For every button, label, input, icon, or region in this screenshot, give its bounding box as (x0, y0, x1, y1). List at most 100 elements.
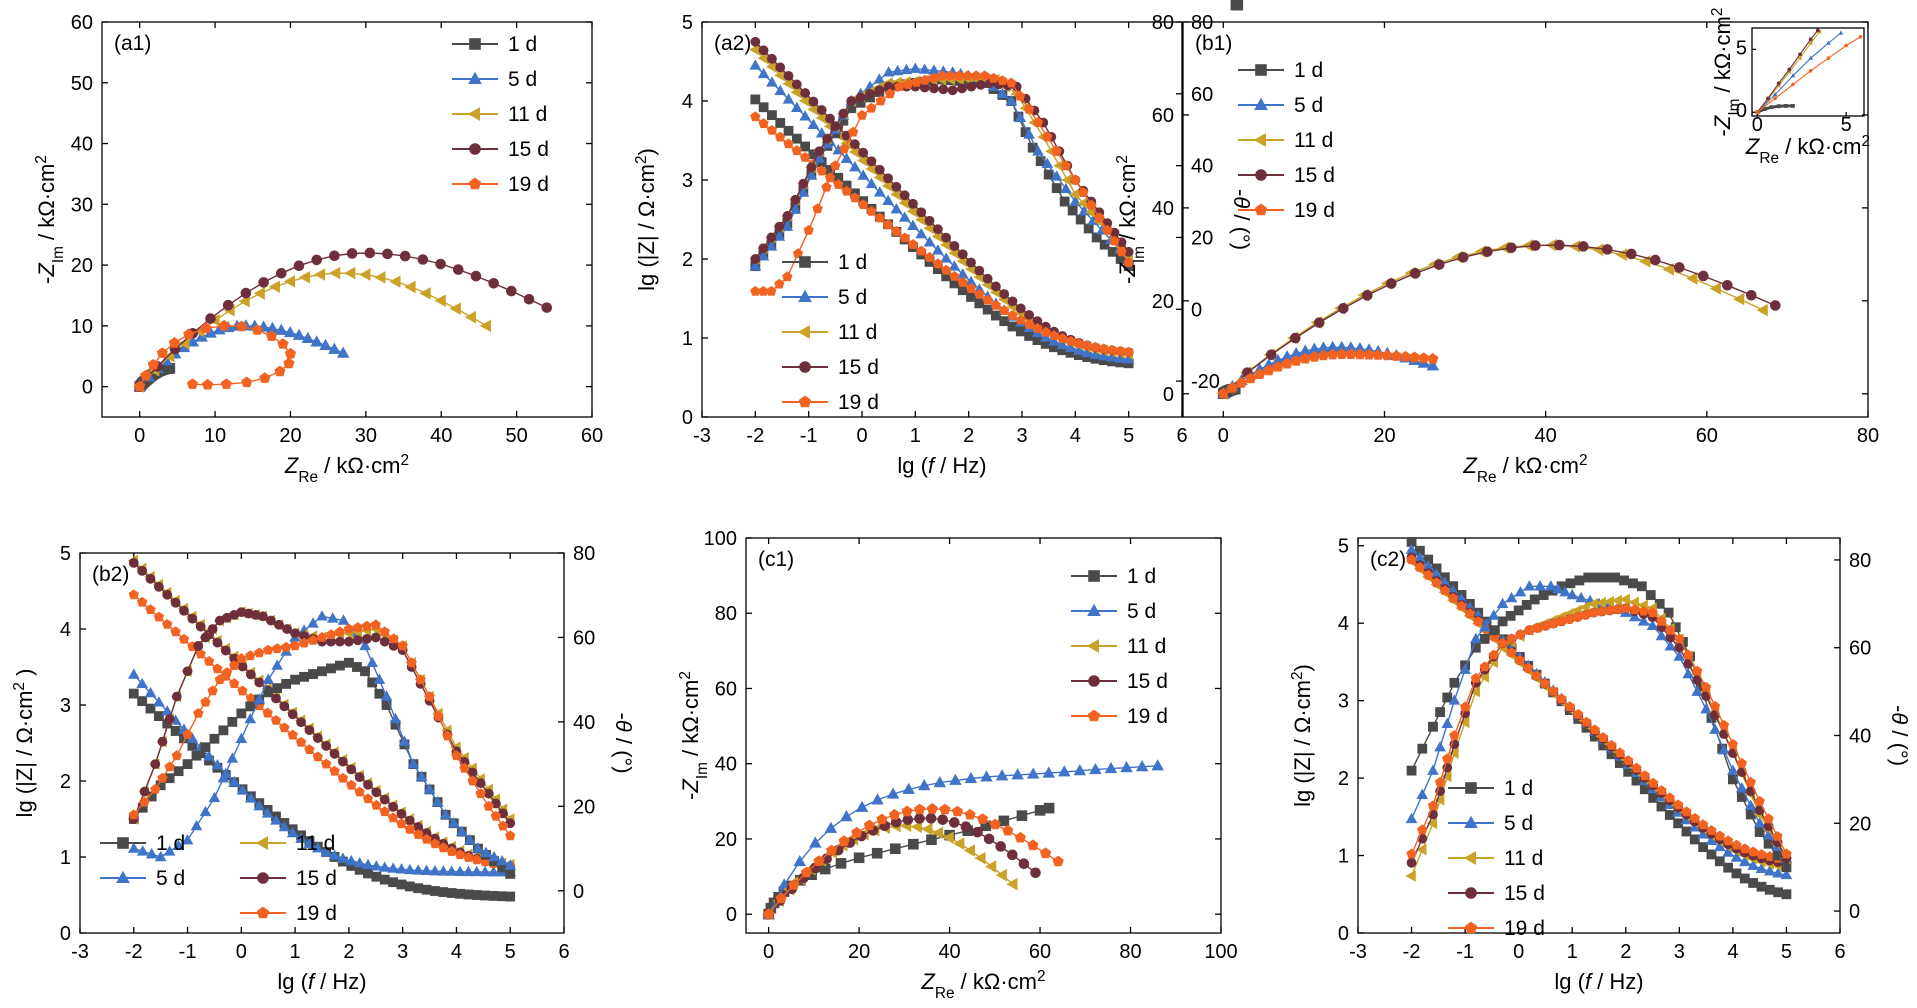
x-tick-label: -2 (125, 941, 143, 963)
data-point (136, 677, 148, 689)
data-point (1011, 768, 1024, 780)
panel-label: (b1) (1195, 32, 1232, 55)
legend-marker (1088, 570, 1100, 582)
panel-label: (a2) (714, 32, 751, 55)
y-tick-label: 2 (1338, 768, 1349, 790)
x-tick-label: 3 (1674, 941, 1685, 963)
data-point (1636, 581, 1647, 592)
data-point (974, 288, 985, 299)
data-point (1738, 855, 1751, 867)
data-point (304, 744, 315, 755)
data-point (1496, 597, 1509, 609)
y2-tick-label: 20 (1849, 813, 1871, 835)
data-point (1043, 802, 1055, 814)
data-point (274, 619, 284, 630)
data-point (156, 347, 168, 358)
x-tick-label: -1 (179, 941, 197, 963)
data-point (451, 750, 462, 761)
data-point (1024, 310, 1035, 320)
data-point (506, 285, 517, 297)
data-point (359, 639, 371, 651)
data-point (1405, 870, 1416, 882)
legend-marker (798, 395, 812, 408)
data-point (806, 162, 817, 173)
data-point (1005, 94, 1018, 106)
x-tick-label: -3 (1349, 941, 1367, 963)
data-point (1458, 251, 1469, 263)
data-point (193, 708, 204, 718)
data-point (1722, 846, 1734, 857)
data-point (463, 889, 474, 900)
legend-label: 19 d (1127, 705, 1168, 728)
data-point (447, 817, 460, 828)
data-point (863, 819, 875, 831)
data-point (371, 787, 382, 798)
data-point (307, 617, 319, 628)
x-tick-label: 40 (938, 941, 960, 963)
data-point (257, 611, 268, 622)
x-tick-label: -1 (800, 425, 818, 447)
legend-entry-19-d: 19 d (1238, 199, 1335, 222)
legend-label: 1 d (1127, 565, 1156, 588)
x-tick-label: 10 (204, 425, 226, 447)
data-point (849, 192, 861, 203)
data-point (1065, 335, 1076, 346)
data-point (1089, 763, 1102, 775)
data-point (1057, 333, 1068, 343)
data-point (140, 369, 152, 381)
data-point (758, 45, 769, 56)
data-point (758, 102, 769, 113)
data-point (404, 815, 415, 826)
data-point (849, 160, 861, 172)
inset-series-line (1756, 36, 1861, 113)
data-point (479, 319, 492, 333)
panel-label: (c1) (758, 548, 794, 571)
data-point (1459, 663, 1471, 674)
x-tick-label: 60 (1696, 425, 1718, 447)
data-point (338, 756, 348, 767)
data-point (505, 891, 516, 902)
inset-point (1773, 96, 1778, 101)
data-point (908, 198, 918, 209)
legend-entry-5-d: 5 d (782, 286, 867, 309)
data-point (1780, 868, 1793, 880)
data-point (1709, 723, 1721, 734)
data-point (1610, 572, 1620, 583)
data-point (985, 860, 997, 873)
data-point (244, 712, 257, 724)
data-point (807, 118, 820, 130)
data-point (150, 784, 161, 794)
data-point (900, 63, 913, 75)
data-point (966, 292, 976, 302)
y-tick-label: 20 (1152, 291, 1174, 313)
data-point (924, 252, 935, 262)
data-point (995, 769, 1009, 781)
legend-entry-1-d: 1 d (1238, 59, 1323, 82)
data-point (200, 632, 211, 643)
data-point (1482, 246, 1493, 257)
data-point (1417, 743, 1428, 754)
y-axis-label: lg (|Z| / Ω·cm2) (1289, 664, 1316, 807)
inset-point (1838, 30, 1844, 35)
data-point (1664, 640, 1677, 651)
data-point (1016, 810, 1028, 821)
data-point (190, 819, 203, 831)
y-tick-label: 30 (71, 194, 93, 216)
data-point (774, 221, 785, 232)
data-point (454, 865, 466, 876)
data-point (1566, 588, 1579, 600)
data-point (353, 857, 366, 868)
data-point (916, 245, 927, 256)
data-point (488, 850, 500, 862)
y2-tick-label: 20 (1191, 227, 1213, 249)
data-point (178, 633, 190, 644)
data-point (1709, 700, 1721, 711)
data-point (1631, 775, 1642, 786)
data-point (882, 66, 895, 77)
data-point (321, 741, 332, 751)
data-point (1574, 575, 1585, 586)
data-point (964, 808, 976, 820)
data-point (171, 750, 182, 761)
inset-point (1787, 67, 1792, 72)
